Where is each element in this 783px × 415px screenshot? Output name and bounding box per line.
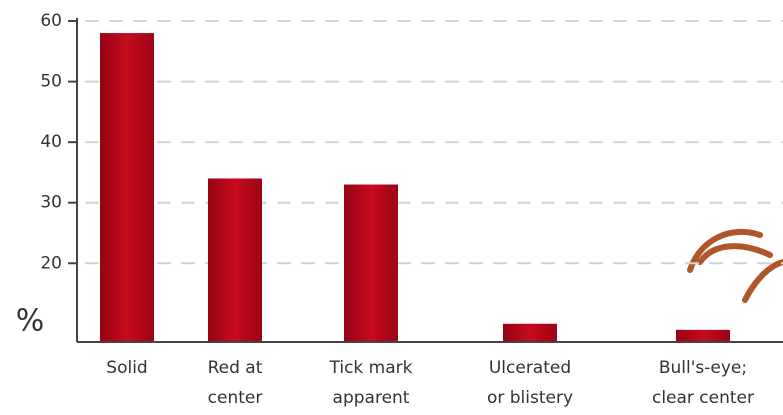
y-tick-label: 50 xyxy=(40,72,62,92)
y-tick-label: 30 xyxy=(40,193,62,213)
bar-shine xyxy=(344,184,398,342)
x-tick-label: center xyxy=(208,388,263,408)
x-tick-label: apparent xyxy=(333,388,410,408)
bar-shine xyxy=(208,178,262,342)
x-tick-label: clear center xyxy=(652,388,754,408)
x-tick-label: Ulcerated xyxy=(489,358,571,378)
y-tick-label: 20 xyxy=(40,253,62,273)
bar-shine xyxy=(676,329,730,342)
y-tick-label: 60 xyxy=(40,11,62,31)
bar-shine xyxy=(503,323,557,342)
x-tick-label: Bull's-eye; xyxy=(659,358,747,378)
bar-shine xyxy=(100,33,154,342)
y-tick-label: 40 xyxy=(40,132,62,152)
tick-illustration xyxy=(687,228,783,303)
x-tick-label: Red at xyxy=(208,358,263,378)
y-axis-label: % xyxy=(16,304,45,339)
x-tick-label: Tick mark xyxy=(329,358,413,378)
x-tick-label: or blistery xyxy=(487,388,573,408)
x-tick-label: Solid xyxy=(106,358,147,378)
